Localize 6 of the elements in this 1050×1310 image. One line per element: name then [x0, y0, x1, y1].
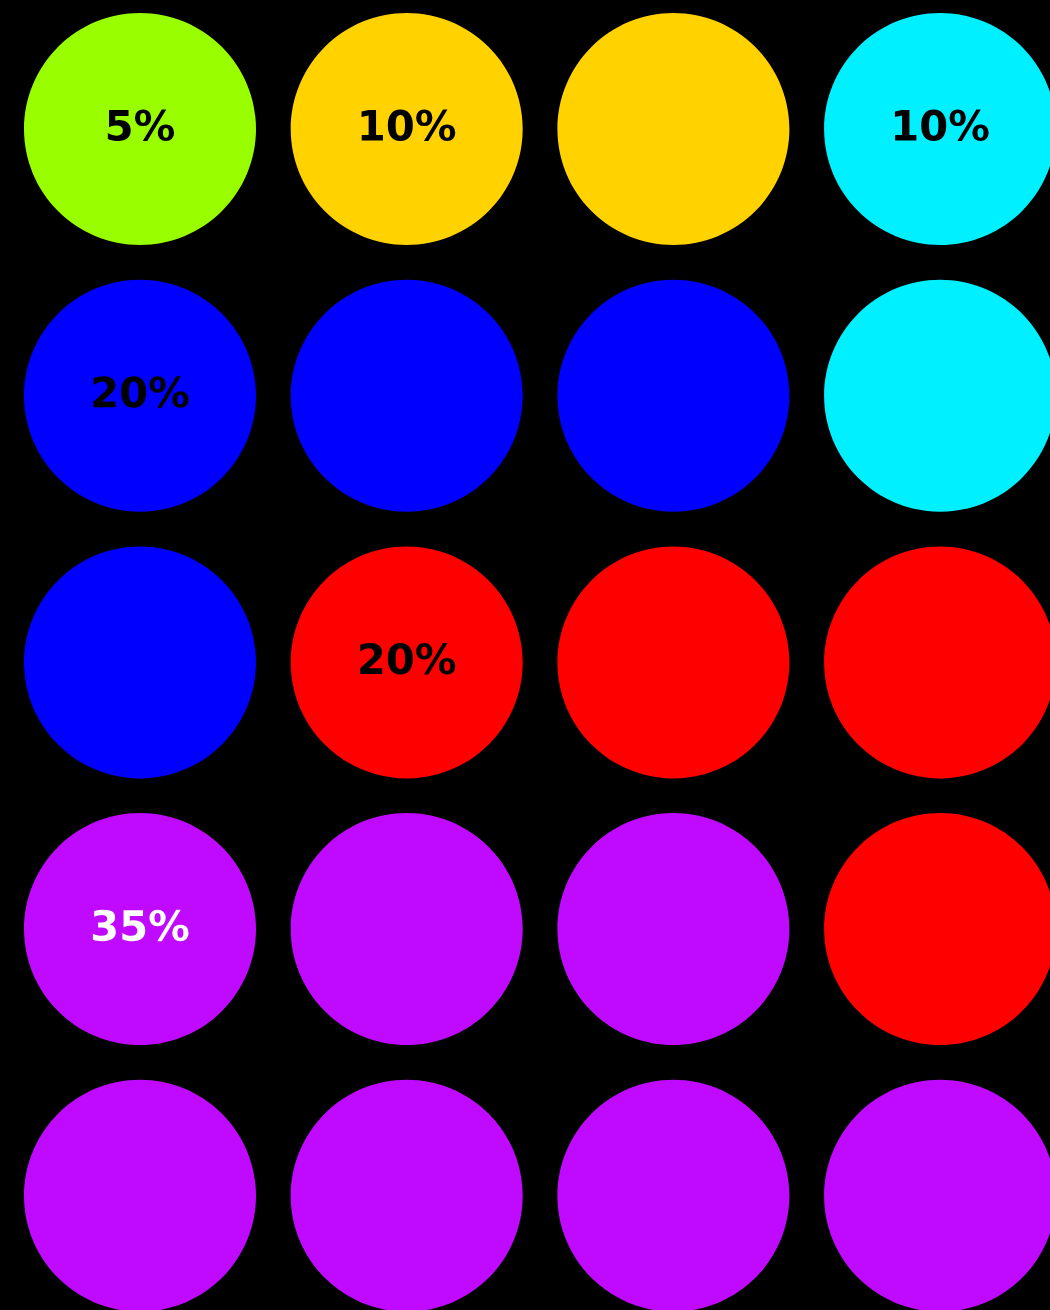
data-label: 20%: [93, 376, 189, 408]
data-label: 10%: [894, 109, 989, 142]
data-label: 5%: [107, 109, 175, 142]
data-label: 10%: [361, 109, 456, 142]
data-label: 35%: [92, 909, 189, 942]
data-label: 20%: [360, 642, 456, 675]
